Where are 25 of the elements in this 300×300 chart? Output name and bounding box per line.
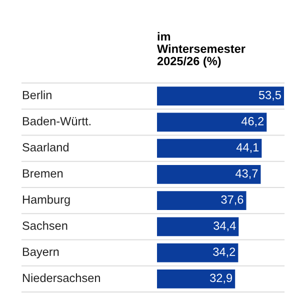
bar [157, 165, 261, 184]
data-label: 34,2 [213, 248, 236, 258]
chart-title: im Wintersemester 2025/26 (%) [157, 32, 246, 68]
y-tick-label: Berlin [22, 90, 52, 100]
y-tick-label: Sachsen [22, 221, 68, 230]
y-tick-label: Hamburg [22, 195, 70, 206]
bar [157, 217, 239, 236]
y-tick-label: Saarland [22, 142, 68, 152]
data-label: 34,4 [214, 221, 236, 232]
data-label: 43,7 [235, 169, 258, 179]
data-label: 53,5 [258, 90, 281, 101]
y-tick-label: Bayern [22, 248, 59, 258]
data-label: 37,6 [221, 195, 244, 206]
y-tick-label: Baden-Württ. [22, 116, 90, 126]
bar [157, 138, 262, 158]
data-label: 44,1 [236, 143, 259, 153]
bar [157, 243, 238, 262]
bar [157, 86, 284, 106]
y-tick-label: Niedersachsen [22, 273, 100, 282]
bar [157, 112, 267, 132]
bar [157, 270, 236, 288]
data-label: 46,2 [241, 116, 264, 127]
bar [157, 191, 246, 210]
y-tick-label: Bremen [22, 169, 63, 178]
data-label: 32,9 [210, 274, 232, 284]
